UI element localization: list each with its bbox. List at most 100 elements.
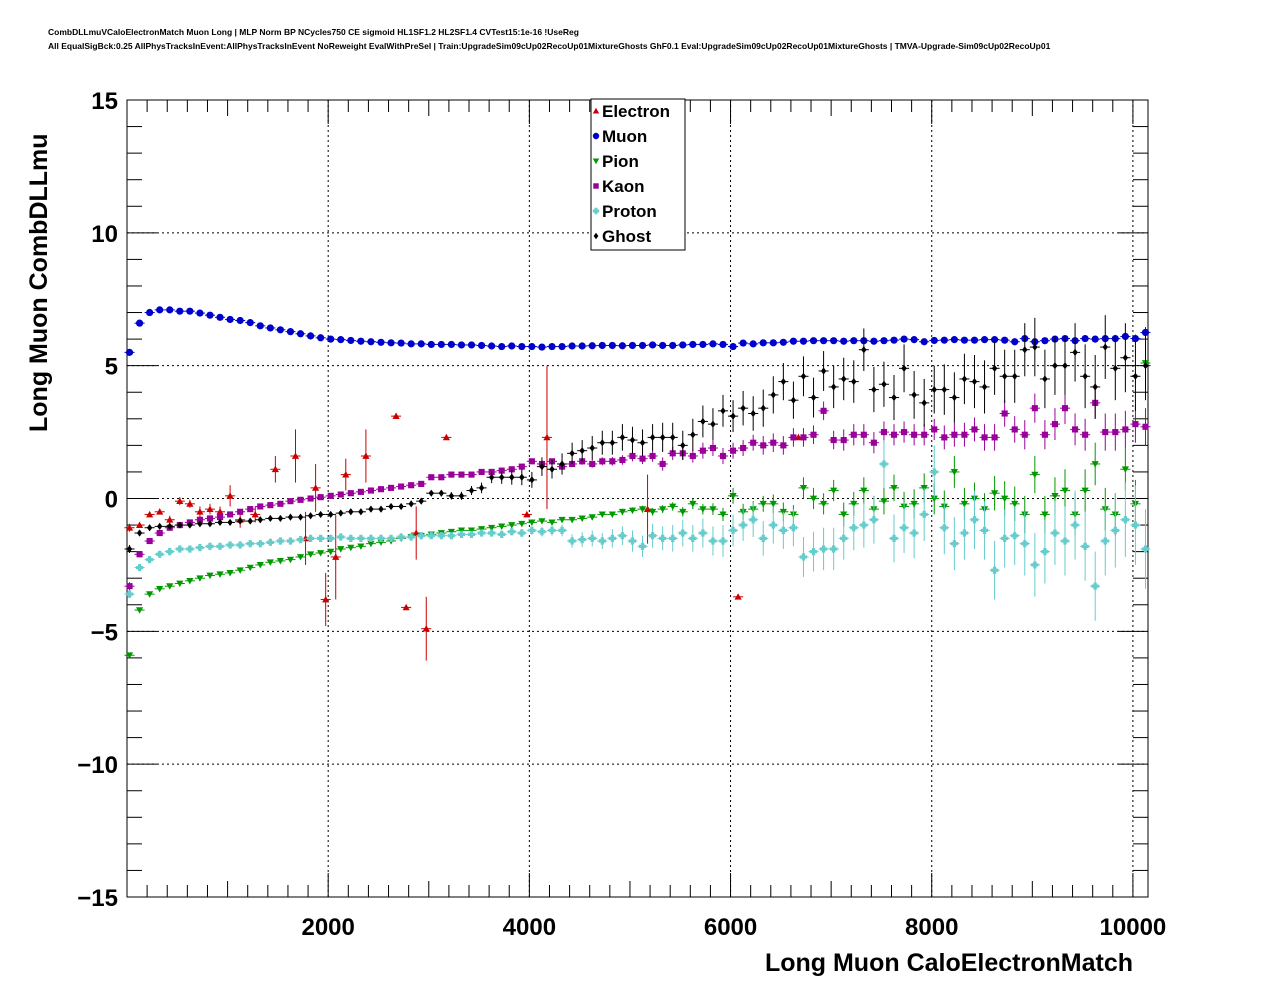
data-point-electron (402, 603, 410, 611)
data-point-ghost (398, 502, 404, 511)
data-point-proton (1121, 516, 1129, 524)
data-point-ghost (1132, 372, 1139, 380)
data-point-proton (840, 534, 848, 542)
data-point-proton (689, 534, 697, 542)
data-point-proton (1041, 548, 1049, 556)
data-point-ghost (700, 417, 706, 426)
y-tick-label: −5 (91, 619, 118, 646)
data-point-ghost (901, 364, 907, 372)
data-point-pion (498, 523, 506, 530)
data-point-kaon (1102, 429, 1109, 436)
data-point-kaon (599, 458, 606, 465)
y-tick-label: 15 (91, 88, 118, 115)
legend-marker-electron (592, 107, 600, 114)
data-point-proton (508, 528, 516, 536)
data-point-kaon (196, 516, 203, 523)
data-point-pion (568, 516, 576, 524)
data-point-kaon (367, 487, 374, 494)
data-point-muon (206, 311, 214, 319)
data-point-pion (317, 550, 325, 557)
data-point-kaon (1021, 431, 1028, 438)
data-point-muon (357, 337, 365, 345)
data-point-muon (508, 342, 516, 350)
data-point-ghost (388, 502, 394, 511)
data-points (124, 306, 1151, 661)
legend-item-pion: Pion (592, 152, 639, 171)
data-point-proton (628, 537, 637, 545)
data-point-proton (276, 537, 285, 545)
data-point-pion (830, 487, 838, 495)
y-tick-label: −10 (77, 752, 118, 779)
data-point-kaon (418, 480, 425, 487)
data-point-proton (176, 545, 184, 553)
data-point-kaon (1061, 405, 1069, 412)
series-proton (124, 440, 1151, 621)
data-point-pion (819, 500, 828, 508)
data-point-muon (940, 336, 948, 344)
data-point-proton (950, 540, 958, 548)
data-point-pion (759, 500, 767, 508)
data-point-pion (1061, 487, 1069, 495)
data-point-proton (1111, 526, 1119, 534)
data-point-pion (1031, 471, 1039, 479)
data-point-proton (699, 529, 707, 537)
data-point-muon (900, 335, 908, 343)
data-point-pion (669, 503, 677, 511)
data-point-muon (729, 342, 737, 351)
data-point-proton (1071, 521, 1079, 529)
data-point-proton (749, 516, 757, 524)
data-point-proton (206, 542, 214, 550)
data-point-muon (397, 339, 405, 347)
data-point-pion (306, 551, 315, 558)
legend-marker-pion (592, 158, 600, 165)
legend-label-ghost: Ghost (602, 227, 651, 246)
data-point-kaon (860, 431, 867, 438)
data-point-proton (930, 468, 938, 476)
data-point-ghost (167, 522, 173, 530)
data-point-pion (256, 562, 264, 569)
data-point-kaon (901, 429, 908, 436)
data-point-ghost (1122, 354, 1129, 362)
data-point-ghost (649, 433, 656, 441)
data-point-kaon (961, 431, 968, 438)
data-point-muon (648, 341, 657, 349)
data-point-proton (467, 530, 476, 538)
data-point-kaon (629, 452, 636, 460)
data-point-kaon (790, 434, 797, 441)
data-point-kaon (468, 471, 475, 478)
data-point-ghost (720, 407, 726, 415)
data-point-ghost (629, 436, 636, 444)
data-point-ghost (509, 473, 515, 481)
data-point-pion (216, 571, 224, 578)
data-point-kaon (870, 439, 877, 446)
data-point-muon (498, 342, 506, 351)
data-point-electron (332, 553, 340, 560)
data-point-proton (920, 510, 928, 519)
data-point-kaon (227, 511, 234, 518)
data-point-pion (679, 508, 687, 516)
data-point-muon (156, 306, 164, 314)
data-point-pion (930, 495, 938, 503)
data-point-proton (367, 534, 375, 542)
data-point-ghost (1072, 348, 1078, 356)
data-point-pion (699, 506, 707, 513)
data-point-ghost (951, 393, 958, 402)
data-point-electron (206, 505, 214, 513)
data-point-pion (377, 539, 385, 546)
legend-label-pion: Pion (602, 152, 639, 171)
data-point-kaon (800, 434, 807, 441)
data-point-ghost (549, 465, 555, 473)
data-point-muon (608, 341, 616, 350)
legend-marker-muon (592, 132, 600, 140)
data-point-pion (880, 498, 888, 505)
data-point-proton (719, 537, 727, 545)
data-point-proton (417, 532, 425, 540)
data-point-ghost (961, 375, 968, 383)
data-point-muon (276, 326, 285, 334)
data-point-proton (789, 524, 798, 532)
data-point-muon (840, 337, 848, 345)
data-point-proton (457, 530, 466, 538)
data-point-electron (271, 465, 279, 473)
data-point-proton (669, 534, 677, 542)
data-point-electron (135, 521, 144, 528)
